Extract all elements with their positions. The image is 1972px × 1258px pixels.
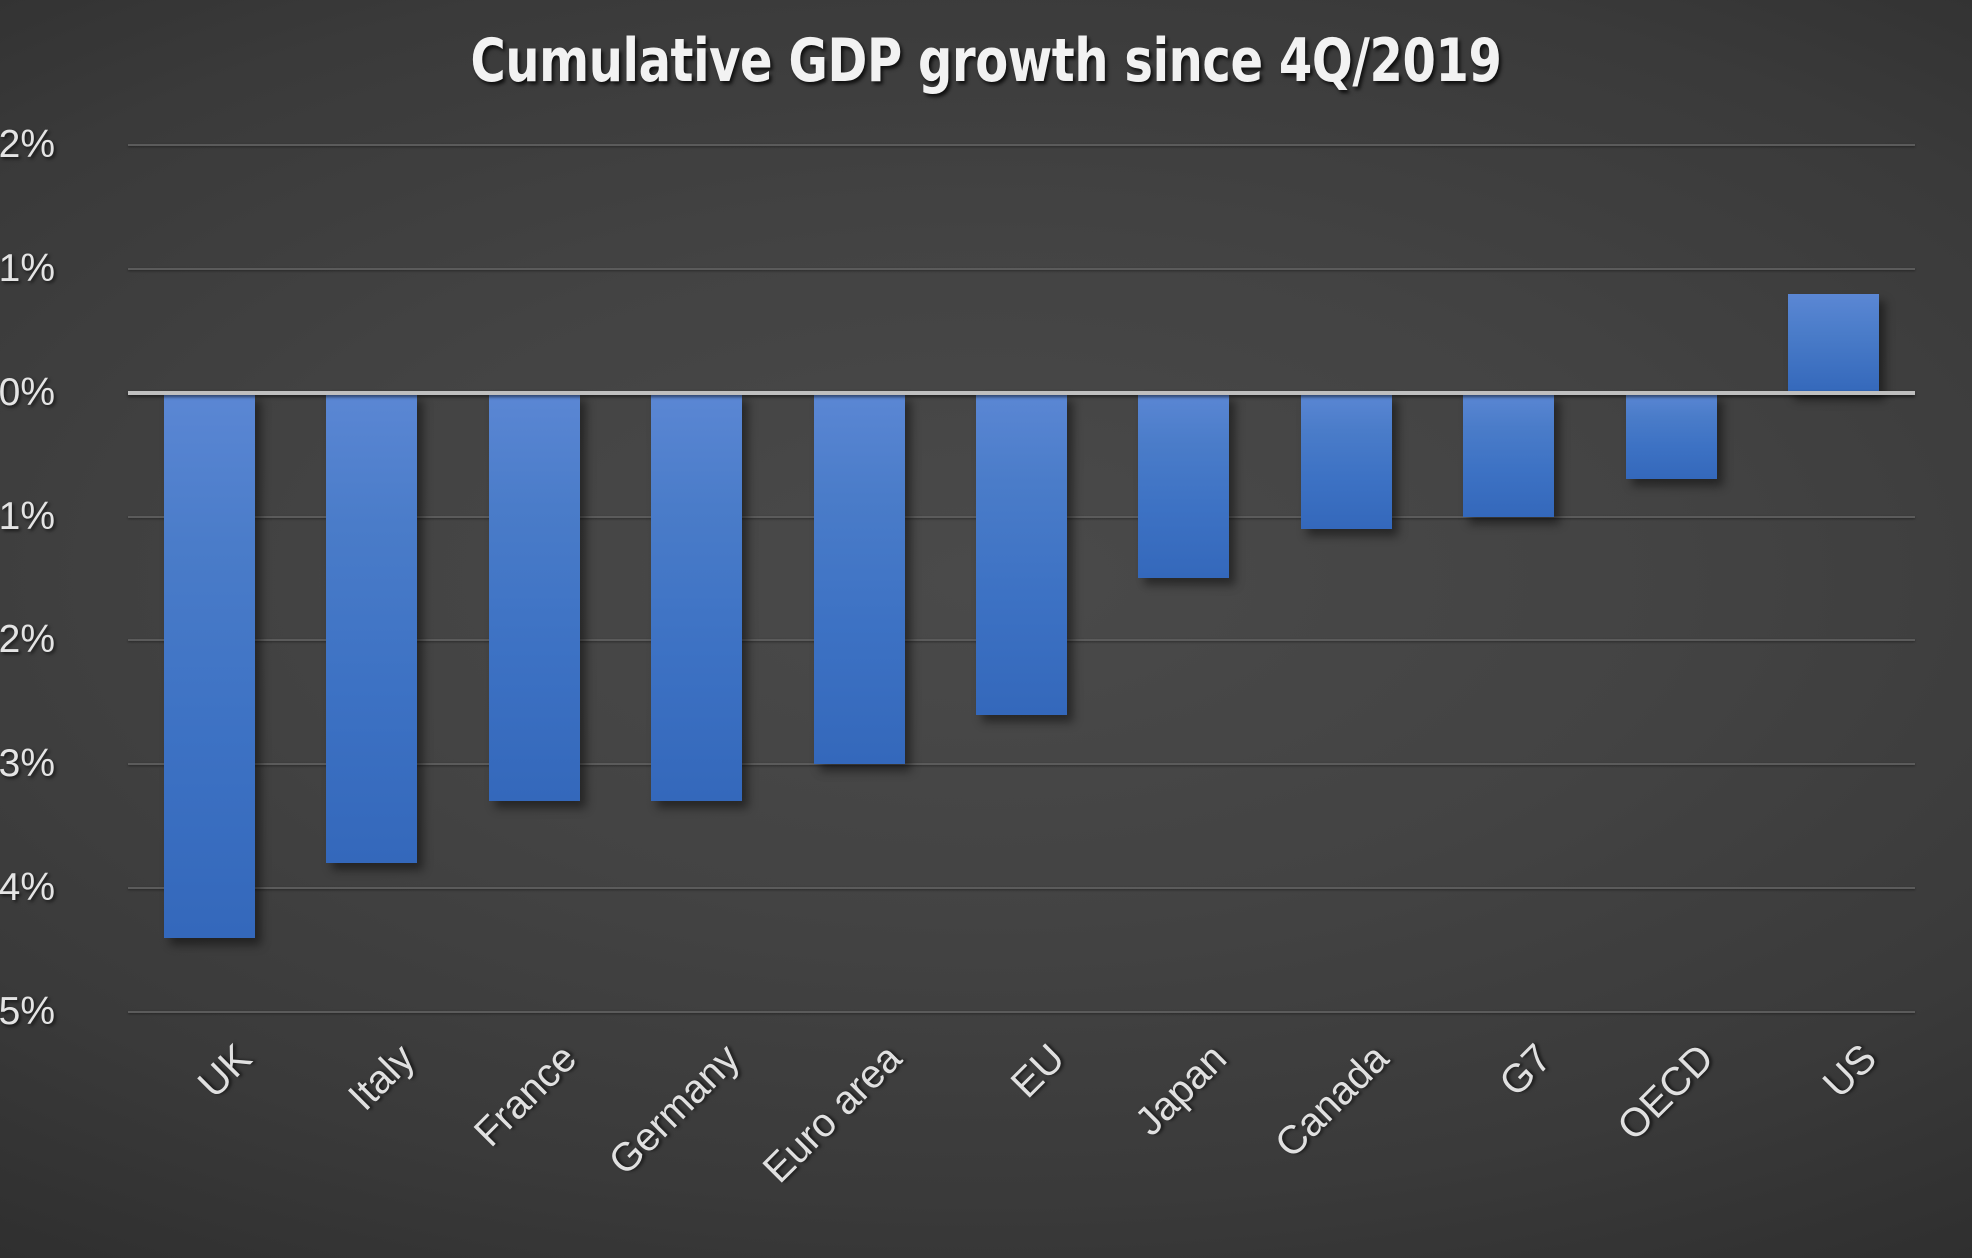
bar-italy[interactable] — [326, 392, 418, 864]
bar-france[interactable] — [488, 392, 580, 802]
zero-axis-line — [128, 390, 1915, 395]
y-axis-tick-label: -3% — [0, 742, 55, 786]
bar-slot — [1103, 145, 1265, 1012]
y-axis-tick-label: -2% — [0, 618, 55, 662]
gridline — [128, 144, 1915, 146]
y-axis-tick-label: -1% — [0, 494, 55, 538]
y-axis-tick-label: -4% — [0, 866, 55, 910]
bar-japan[interactable] — [1138, 392, 1230, 579]
bar-slot — [453, 145, 615, 1012]
gridline — [128, 763, 1915, 766]
bar-slot — [1753, 145, 1915, 1012]
gridline — [128, 267, 1915, 270]
bar-euro-area[interactable] — [813, 392, 905, 765]
bar-slot — [940, 145, 1102, 1012]
bar-germany[interactable] — [651, 392, 743, 802]
y-axis-tick-label: -5% — [0, 990, 55, 1033]
bar-slot — [1428, 145, 1590, 1012]
bar-slot — [128, 145, 290, 1012]
x-axis-category-labels: UK Italy France Germany Euro area EU Japan Cana… — [128, 1012, 1915, 1258]
bar-uk[interactable] — [163, 392, 255, 938]
y-axis-tick-label: 2% — [0, 123, 55, 166]
plot-area: 2% 1% 0% -1% -2% -3% -4% -5% — [0, 123, 1915, 1033]
bars-group — [128, 145, 1915, 1012]
y-axis-tick-label: 0% — [0, 370, 55, 414]
bar-eu[interactable] — [976, 392, 1067, 715]
chart-title: Cumulative GDP growth since 4Q/2019 — [470, 26, 1502, 96]
bar-g7[interactable] — [1463, 392, 1555, 517]
bar-slot — [778, 145, 940, 1012]
gridline — [128, 1011, 1915, 1013]
bar-slot — [615, 145, 777, 1012]
bar-slot — [1265, 145, 1427, 1012]
bar-oecd[interactable] — [1625, 392, 1717, 480]
y-axis-tick-label: 1% — [0, 246, 55, 290]
bar-slot — [1590, 145, 1752, 1012]
bar-canada[interactable] — [1300, 392, 1392, 529]
bar-slot — [290, 145, 452, 1012]
gridline — [128, 887, 1915, 890]
bar-us[interactable] — [1788, 293, 1880, 393]
